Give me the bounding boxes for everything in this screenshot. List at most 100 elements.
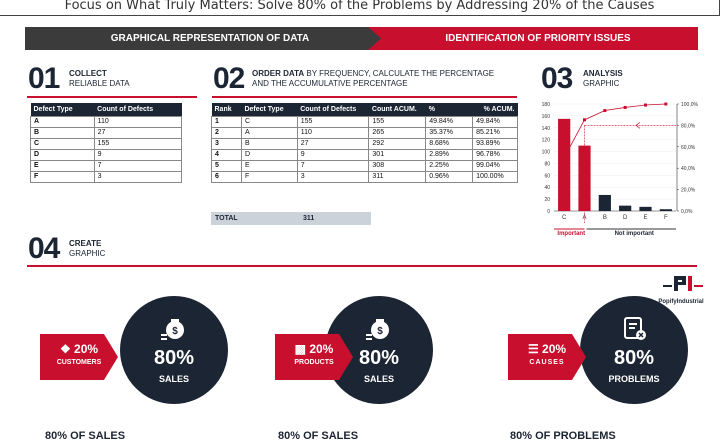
- table-cell: 49.84%: [425, 115, 474, 128]
- circle-percent: 80%: [153, 347, 195, 369]
- table-cell: 5: [211, 159, 242, 172]
- y-tick-label: 120: [542, 138, 551, 144]
- table-cell: 155: [296, 115, 370, 128]
- table-row: 4 D 9 301 2.89% 96.78%: [211, 148, 518, 161]
- table-cell: 9: [93, 148, 183, 161]
- card-causes: 80% PROBLEMS ☰ 20% CAUSES: [508, 296, 708, 406]
- tag-percent-value: 20%: [309, 342, 334, 356]
- table-cell: 301: [368, 148, 427, 161]
- table-cell: 99.04%: [472, 159, 518, 172]
- tag-percent-value: 20%: [74, 342, 99, 356]
- step-number-02: 02: [213, 62, 245, 95]
- table-cell: F: [30, 170, 95, 183]
- table-cell: 49.84%: [472, 115, 518, 128]
- checklist-icon: [624, 317, 646, 340]
- table-cell: 27: [296, 137, 370, 150]
- step-heading-text: RELIABLE DATA: [69, 79, 130, 88]
- step-divider: [27, 265, 697, 267]
- banner-graphical-representation: GRAPHICAL REPRESENTATION OF DATA: [25, 27, 395, 50]
- step-heading-bold: CREATE: [69, 239, 102, 248]
- card-tag: ❖ 20% CUSTOMERS: [40, 334, 118, 380]
- table-cell: 93.89%: [472, 137, 518, 150]
- cumulative-point: [623, 105, 627, 109]
- table-cell: 96.78%: [472, 148, 518, 161]
- table-header-row: Rank Defect Type Count of Defects Count …: [211, 103, 518, 116]
- table-header-row: Defect Type Count of Defects: [30, 103, 182, 116]
- table-header: Count of Defects: [94, 103, 182, 116]
- table-header: Defect Type: [241, 103, 298, 116]
- y2-tick-label: 40,0%: [681, 166, 696, 172]
- cumulative-point: [664, 102, 668, 106]
- table-row: 1 C 155 155 49.84% 49.84%: [211, 115, 518, 128]
- table-cell: 2.89%: [425, 148, 474, 161]
- x-tick-label: D: [623, 215, 628, 221]
- tag-label: PRODUCTS: [294, 359, 334, 366]
- tag-percent: ▩ 20%: [275, 342, 353, 356]
- table-cell: 27: [93, 126, 183, 139]
- table-cell: C: [240, 115, 298, 128]
- step-divider: [27, 96, 197, 98]
- y-tick-label: 60: [544, 173, 550, 179]
- step-number-03: 03: [541, 62, 573, 95]
- cumulative-point: [644, 103, 647, 107]
- bar: [659, 209, 672, 211]
- svg-text:$: $: [377, 326, 383, 337]
- tag-label: CAUSES: [529, 359, 565, 366]
- table-cell: A: [240, 126, 298, 139]
- y-tick-label: 80: [544, 161, 550, 167]
- y2-tick-label: 100,0%: [681, 102, 699, 108]
- table-cell: 8.68%: [425, 137, 474, 150]
- table-cell: 292: [368, 137, 427, 150]
- table-cell: 2: [211, 126, 242, 139]
- card-caption: 80% OF SALES: [45, 430, 126, 440]
- card-customers: $ 80% SALES ❖ 20% CUSTOMERS: [40, 296, 240, 406]
- table-cell: 1: [211, 115, 242, 128]
- table-cell: E: [240, 159, 298, 172]
- table-cell: D: [240, 148, 298, 161]
- brand-logo-icon: [663, 276, 703, 291]
- step-divider: [212, 96, 517, 98]
- card-products: $ 80% SALES ▩ 20% PRODUCTS: [275, 296, 475, 406]
- pareto-chart: 0 20 40 60 80 100 120 140 160 180 0,0% 20,0% 40,0% 60…: [542, 102, 699, 237]
- table-cell: A: [30, 115, 95, 128]
- step-heading-01: COLLECT RELIABLE DATA: [69, 69, 179, 89]
- y2-tick-label: 60,0%: [681, 145, 696, 151]
- table-cell: 2.25%: [425, 159, 474, 172]
- table-header: Count of Defects: [297, 103, 369, 116]
- table-cell: 4: [211, 148, 242, 161]
- table-row: B 27: [30, 126, 183, 139]
- tag-percent-value: 20%: [542, 342, 567, 356]
- bar: [619, 205, 632, 211]
- card-circle: $ 80% SALES: [120, 296, 228, 404]
- table-cell: 100.00%: [472, 170, 518, 183]
- list-icon: ☰: [527, 342, 543, 356]
- people-icon: ❖: [59, 342, 75, 356]
- table-cell: B: [240, 137, 298, 150]
- circle-label: SALES: [158, 374, 189, 384]
- arrow-left-icon: [635, 122, 641, 129]
- table-cell: D: [30, 148, 95, 161]
- table-header: Defect Type: [30, 103, 95, 116]
- circle-label: SALES: [363, 374, 394, 384]
- card-caption: 80% OF PROBLEMS: [510, 430, 616, 440]
- step-heading-04: CREATE GRAPHIC: [69, 239, 179, 259]
- table-row: A 110: [30, 115, 183, 128]
- card-circle: 80% PROBLEMS: [580, 296, 688, 404]
- table-cell: 311: [368, 170, 427, 183]
- table-header: % ACUM.: [472, 103, 518, 116]
- tag-percent: ☰ 20%: [508, 342, 586, 356]
- page-title: Focus on What Truly Matters: Solve 80% o…: [0, 0, 720, 16]
- y-tick-label: 160: [542, 114, 551, 120]
- cumulative-line: [563, 103, 666, 158]
- step-heading-bold: COLLECT: [69, 69, 107, 78]
- step-number-04: 04: [28, 232, 60, 265]
- ordered-data-table: Rank Defect Type Count of Defects Count …: [211, 103, 518, 183]
- table-cell: 7: [93, 159, 183, 172]
- table-cell: 35.37%: [425, 126, 474, 139]
- step-heading-03: ANALYSIS GRAPHIC: [583, 69, 683, 89]
- step-heading-02: ORDER DATA BY FREQUENCY, CALCULATE THE P…: [252, 69, 512, 89]
- circle-percent: 80%: [358, 347, 400, 369]
